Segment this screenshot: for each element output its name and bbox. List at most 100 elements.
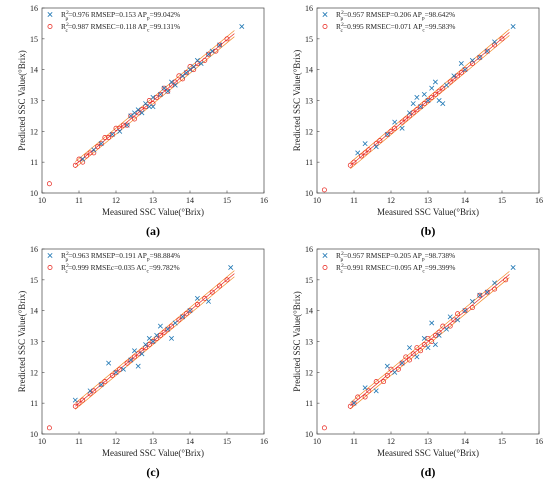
calibration-point (399, 360, 405, 366)
calibration-point (117, 366, 123, 372)
calibration-point (425, 335, 431, 341)
calibration-point (187, 308, 193, 314)
calibration-point (213, 48, 219, 54)
calibration-point (109, 131, 115, 137)
lower-bound-line (350, 277, 510, 410)
legend-entry: R2 p=0.963 RMSEP=0.191 APp=98.884% (61, 251, 180, 263)
legend-marker-o (47, 265, 53, 270)
x-tick-label: 15 (498, 437, 506, 446)
calibration-point (72, 162, 78, 168)
prediction-point (447, 314, 453, 320)
x-tick-label: 16 (535, 437, 543, 446)
prediction-point (198, 61, 204, 66)
y-tick-label: 11 (30, 399, 38, 408)
legend-entry: R2 c=0.987 RMSEC=0.118 APc=99.131% (61, 22, 180, 34)
calibration-point (373, 141, 379, 147)
prediction-point (165, 88, 171, 94)
calibration-point (128, 113, 134, 119)
calibration-point (384, 372, 390, 378)
legend-text-part: =98.738% (425, 251, 456, 260)
calibration-point (135, 351, 141, 357)
x-tick-label: 13 (424, 437, 432, 446)
legend-text-part: c (65, 269, 68, 275)
legend-entry: R2 c=0.995 RMSEC=0.071 APc=99.583% (336, 22, 455, 34)
x-tick-label: 11 (75, 196, 83, 205)
scatter-chart-d: 10 11 12 13 14 15 16 10 11 12 13 14 15 16 Measured SSC… (292, 245, 543, 479)
calibration-point (183, 70, 189, 76)
prediction-point (373, 388, 379, 394)
legend-text-part: =0.957 RMSEP=0.205 AP (343, 251, 422, 260)
prediction-point (362, 141, 368, 147)
legend-text-part: p (340, 257, 343, 263)
calibration-point (484, 48, 490, 54)
calibration-point (224, 36, 230, 42)
prediction-point (120, 366, 126, 372)
prediction-point (135, 107, 141, 113)
x-axis-label: Measured SSC Value(°Brix) (102, 448, 204, 458)
calibration-point (217, 283, 223, 289)
x-tick-label: 16 (535, 196, 543, 205)
legend-marker-o (322, 24, 328, 29)
calibration-point (150, 339, 156, 344)
prediction-point (165, 326, 171, 332)
scatter-chart-a: 10 11 12 13 14 15 16 10 11 12 13 14 15 16 Measured SSC… (17, 4, 268, 238)
calibration-point (143, 345, 149, 351)
y-tick-label: 10 (305, 430, 313, 439)
calibration-point (102, 135, 108, 140)
x-tick-label: 10 (313, 437, 321, 446)
calibration-point (161, 329, 167, 335)
panel-label: (c) (146, 465, 159, 479)
prediction-point (150, 104, 156, 110)
calibration-point (407, 357, 412, 363)
prediction-point (157, 323, 163, 329)
calibration-point (217, 42, 223, 48)
prediction-point (132, 348, 137, 354)
calibration-point (436, 88, 442, 94)
y-tick-label: 10 (30, 189, 38, 198)
calibration-point (410, 110, 416, 116)
calibration-point (143, 104, 149, 110)
prediction-point (384, 131, 390, 137)
prediction-point (458, 61, 464, 66)
calibration-point (120, 122, 126, 128)
y-tick-label: 11 (305, 158, 313, 167)
y-tick-label: 16 (305, 245, 313, 254)
calibration-point (132, 354, 137, 360)
y-tick-label: 13 (30, 97, 38, 106)
prediction-point (139, 110, 145, 116)
prediction-point (87, 388, 93, 394)
calibration-point (429, 94, 435, 100)
prediction-point (399, 360, 405, 366)
x-tick-label: 16 (260, 196, 268, 205)
prediction-point (414, 94, 420, 100)
prediction-point (418, 104, 424, 110)
calibration-point (388, 128, 394, 134)
prediction-point (172, 320, 178, 326)
legend-marker-x (322, 253, 328, 258)
calibration-point (154, 94, 160, 100)
y-tick-label: 13 (30, 338, 38, 347)
prediction-point (436, 98, 442, 103)
legend-text-part: p (340, 16, 343, 22)
prediction-point (128, 113, 134, 119)
legend-entry: R2 c=0.991 RMSEC=0.095 APc=99.399% (336, 263, 455, 275)
legend-marker-x (47, 12, 53, 17)
chart-panel-b: 10 11 12 13 14 15 16 10 11 12 13 14 15 16 Measured SSC… (275, 0, 550, 241)
prediction-point (206, 51, 211, 57)
calibration-point (469, 305, 475, 311)
prediction-point (169, 335, 174, 341)
calibration-point (139, 107, 145, 113)
prediction-point (183, 70, 189, 76)
panel-label: (d) (421, 465, 436, 479)
calibration-point (362, 150, 368, 156)
x-tick-label: 10 (38, 196, 46, 205)
chart-panel-c: 10 11 12 13 14 15 16 10 11 12 13 14 15 16 Measured SSC… (0, 241, 275, 482)
chart-panel-a: 10 11 12 13 14 15 16 10 11 12 13 14 15 16 Measured SSC… (0, 0, 275, 241)
prediction-point (373, 144, 379, 150)
calibration-point (224, 277, 230, 283)
legend-text-part: 2 (341, 251, 344, 257)
calibration-point (87, 391, 93, 397)
prediction-point (91, 147, 97, 153)
prediction-point (139, 351, 145, 357)
prediction-point (217, 42, 223, 48)
